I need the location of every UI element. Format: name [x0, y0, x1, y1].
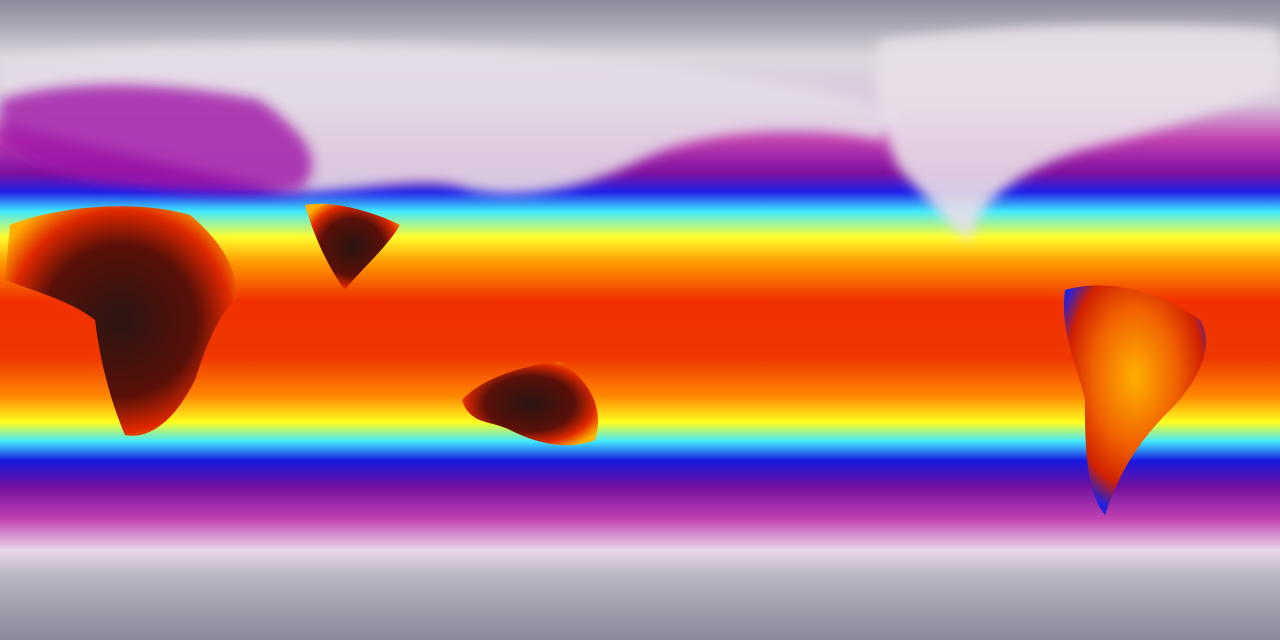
india: [305, 203, 400, 290]
europe-west-asia: [0, 85, 313, 195]
africa: [5, 206, 236, 436]
south-america: [1064, 285, 1206, 515]
north-america: [876, 24, 1280, 240]
australia: [462, 362, 599, 446]
